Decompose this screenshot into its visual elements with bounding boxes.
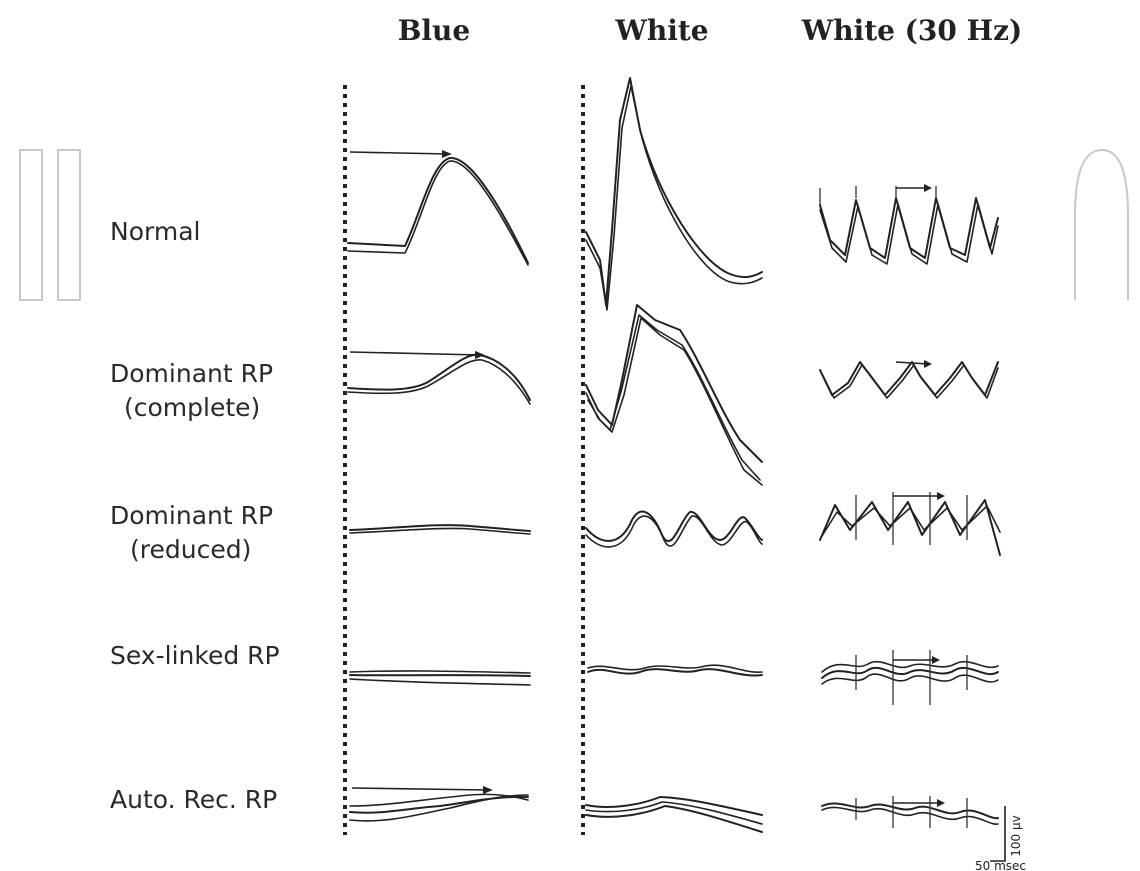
white-dominant-reduced-trace bbox=[585, 510, 763, 548]
blue-sex-linked-trace bbox=[349, 670, 531, 686]
column-heading-white-30hz: White (30 Hz) bbox=[801, 14, 1023, 47]
blue-auto-rec-trace bbox=[349, 786, 529, 822]
white-sex-linked-trace bbox=[587, 664, 763, 677]
row-label-dominant-complete-line2: (complete) bbox=[124, 393, 260, 422]
scale-bar: 100 µv 50 msec bbox=[975, 806, 1026, 871]
white-dominant-complete-trace bbox=[585, 304, 763, 486]
flicker-normal-trace bbox=[819, 184, 999, 265]
flicker-dominant-complete-trace bbox=[819, 360, 999, 399]
scale-bar-amplitude-label: 100 µv bbox=[1009, 815, 1023, 856]
white-normal-trace bbox=[585, 77, 763, 311]
blue-dominant-reduced-trace bbox=[349, 524, 531, 535]
column-heading-white: White bbox=[614, 14, 708, 47]
row-label-sex-linked: Sex-linked RP bbox=[110, 641, 280, 670]
row-label-dominant-complete-line1: Dominant RP bbox=[110, 359, 273, 388]
row-label-dominant-reduced-line2: (reduced) bbox=[130, 535, 251, 564]
flicker-sex-linked-trace bbox=[821, 650, 999, 705]
white-auto-rec-trace bbox=[585, 796, 763, 833]
row-label-dominant-reduced-line1: Dominant RP bbox=[110, 501, 273, 530]
watermark bbox=[19, 148, 1129, 301]
column-heading-blue: Blue bbox=[398, 14, 470, 47]
blue-normal-trace bbox=[347, 150, 529, 266]
scale-bar-time-label: 50 msec bbox=[975, 859, 1026, 871]
row-label-normal: Normal bbox=[110, 217, 200, 246]
flicker-auto-rec-trace bbox=[821, 796, 999, 828]
blue-dominant-complete-trace bbox=[347, 351, 531, 405]
row-label-auto-rec: Auto. Rec. RP bbox=[110, 785, 277, 814]
flicker-dominant-reduced-trace bbox=[819, 492, 1001, 556]
